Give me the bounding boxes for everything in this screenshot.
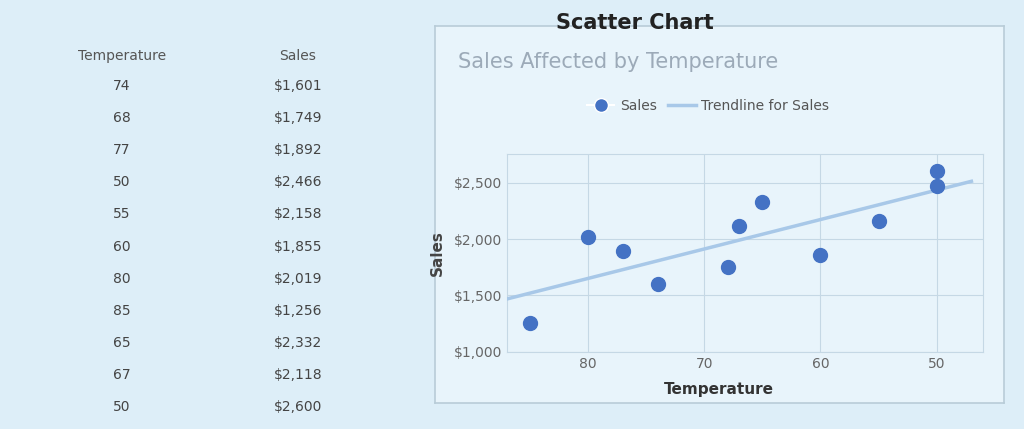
Text: $2,600: $2,600 bbox=[273, 400, 322, 414]
Text: 80: 80 bbox=[114, 272, 131, 286]
Text: 74: 74 bbox=[114, 79, 131, 93]
Text: $2,466: $2,466 bbox=[273, 175, 322, 189]
Text: $1,855: $1,855 bbox=[273, 239, 322, 254]
Point bbox=[522, 320, 539, 326]
Text: 77: 77 bbox=[114, 143, 131, 157]
Text: 67: 67 bbox=[114, 368, 131, 382]
Text: $2,332: $2,332 bbox=[273, 336, 322, 350]
Text: $1,256: $1,256 bbox=[273, 304, 322, 318]
Text: $2,158: $2,158 bbox=[273, 208, 322, 221]
Text: Sales: Sales bbox=[280, 49, 316, 63]
Text: 55: 55 bbox=[114, 208, 131, 221]
Text: 50: 50 bbox=[114, 175, 131, 189]
Text: $1,749: $1,749 bbox=[273, 111, 322, 125]
Legend: Sales, Trendline for Sales: Sales, Trendline for Sales bbox=[581, 93, 835, 118]
Text: 50: 50 bbox=[114, 400, 131, 414]
Point bbox=[731, 222, 748, 229]
Text: 85: 85 bbox=[114, 304, 131, 318]
Text: Temperature: Temperature bbox=[78, 49, 166, 63]
Point bbox=[812, 252, 828, 259]
Text: Sales Affected by Temperature: Sales Affected by Temperature bbox=[458, 52, 778, 72]
Point bbox=[929, 168, 945, 175]
Point bbox=[870, 218, 887, 225]
Text: 68: 68 bbox=[114, 111, 131, 125]
Text: 65: 65 bbox=[114, 336, 131, 350]
Y-axis label: Sales: Sales bbox=[430, 230, 445, 276]
Text: 60: 60 bbox=[114, 239, 131, 254]
Point bbox=[755, 198, 771, 205]
Point bbox=[719, 264, 735, 271]
Text: Temperature: Temperature bbox=[665, 382, 774, 397]
Text: $1,892: $1,892 bbox=[273, 143, 323, 157]
Point bbox=[614, 248, 631, 255]
Point bbox=[929, 183, 945, 190]
Text: $2,118: $2,118 bbox=[273, 368, 323, 382]
Point bbox=[580, 233, 596, 240]
Text: Scatter Chart: Scatter Chart bbox=[556, 13, 714, 33]
Point bbox=[649, 281, 666, 287]
Text: $2,019: $2,019 bbox=[273, 272, 322, 286]
Text: $1,601: $1,601 bbox=[273, 79, 323, 93]
